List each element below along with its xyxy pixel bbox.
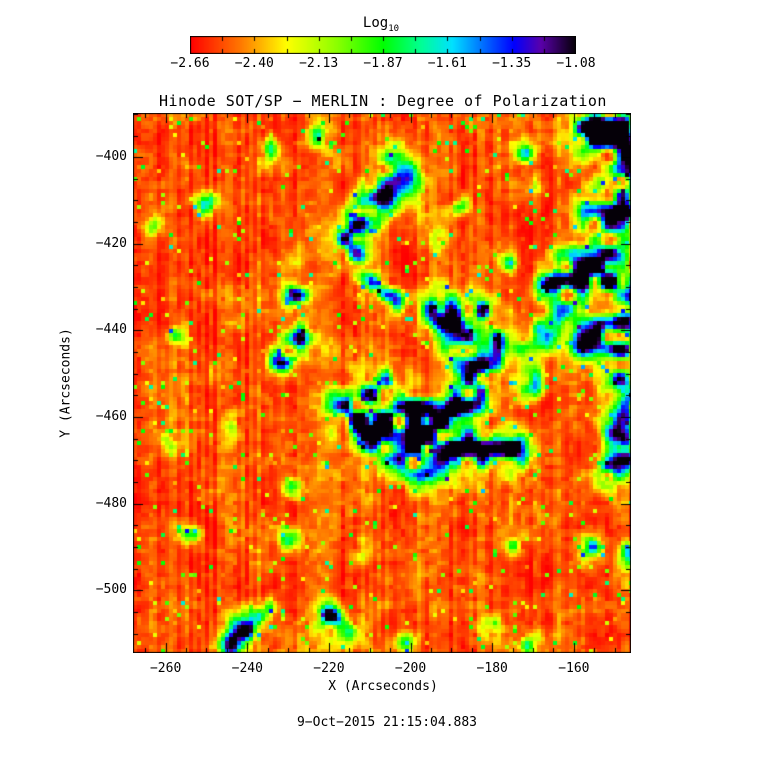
plot-title: Hinode SOT/SP − MERLIN : Degree of Polar…	[159, 92, 607, 110]
x-tick-label: −220	[313, 661, 345, 676]
colorbar-title: Log10	[0, 15, 762, 34]
colorbar-tick-label: −1.87	[363, 56, 403, 71]
x-axis-label: X (Arcseconds)	[328, 679, 438, 694]
y-tick-label: −440	[95, 322, 127, 338]
colorbar-title-subscript: 10	[388, 23, 400, 34]
colorbar-title-main: Log	[362, 15, 389, 31]
x-tick-label: −260	[149, 661, 182, 676]
x-tick-label: −160	[558, 661, 590, 676]
timestamp: 9−Oct−2015 21:15:04.883	[296, 715, 477, 730]
y-tick-label: −400	[95, 149, 127, 165]
colorbar-tick-label: −2.40	[234, 56, 274, 71]
colorbar	[190, 36, 576, 54]
heatmap-canvas	[133, 113, 631, 653]
colorbar-tick-label: −1.61	[427, 56, 467, 71]
x-tick-label: −240	[231, 661, 263, 676]
y-tick-label: −480	[95, 495, 127, 511]
x-tick-label: −200	[394, 661, 427, 676]
colorbar-tick-label: −2.66	[170, 56, 210, 71]
y-tick-label: −460	[95, 408, 127, 424]
colorbar-tick-label: −2.13	[299, 56, 339, 71]
y-tick-label: −500	[95, 582, 127, 598]
y-tick-label: −420	[95, 235, 127, 251]
colorbar-tick-label: −1.08	[556, 56, 596, 71]
colorbar-tick-label: −1.35	[492, 56, 532, 71]
x-tick-label: −180	[476, 661, 508, 676]
